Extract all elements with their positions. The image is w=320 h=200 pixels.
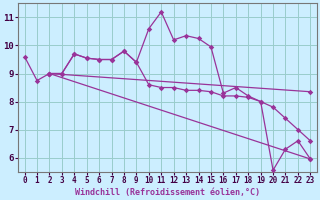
X-axis label: Windchill (Refroidissement éolien,°C): Windchill (Refroidissement éolien,°C) — [75, 188, 260, 197]
